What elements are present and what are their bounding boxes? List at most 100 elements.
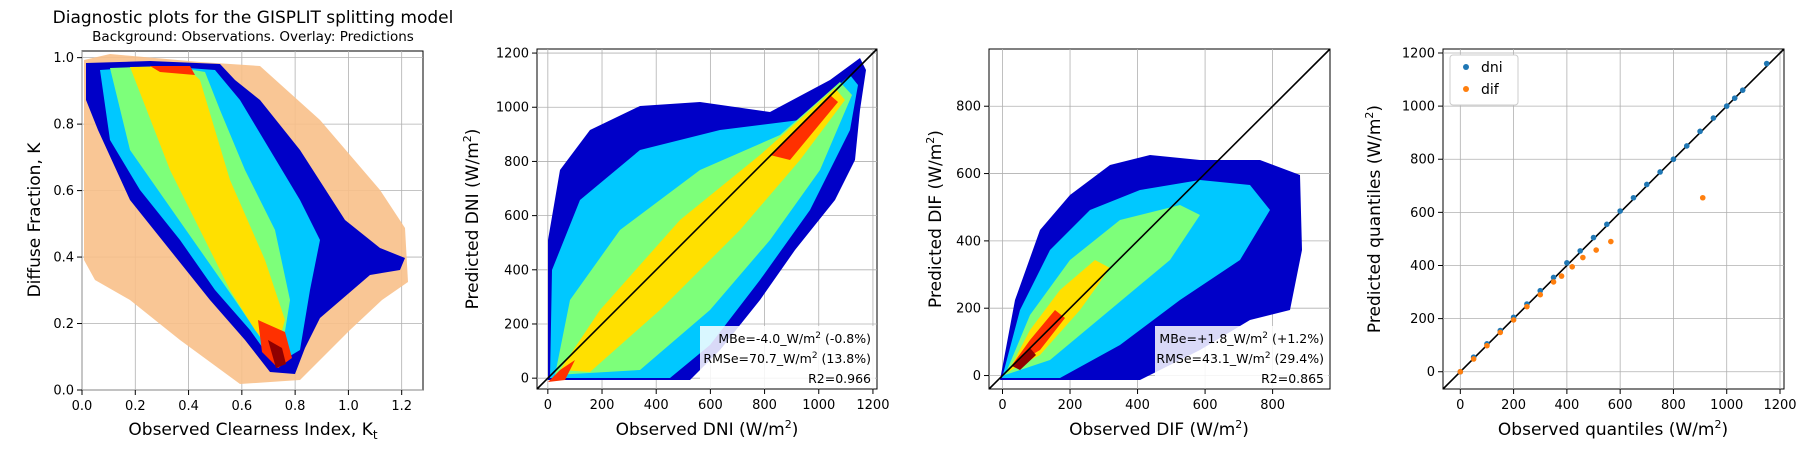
y-tick-label: 0.4: [53, 251, 74, 266]
qq-point-dni: [1731, 95, 1738, 101]
qq-point-dni: [1657, 169, 1663, 175]
rmse-stat: RMSe=70.7_W/m2 (13.8%): [703, 351, 871, 366]
y-tick-label: 0: [1427, 365, 1435, 380]
stats-box: MBe=-4.0_W/m2 (-0.8%) RMSe=70.7_W/m2 (13…: [700, 326, 875, 388]
x-axis-label: Observed DIF (W/m2): [1069, 418, 1249, 440]
identity-line: [536, 48, 878, 390]
qq-point-dni: [1710, 115, 1717, 121]
qq-point-dni: [1630, 194, 1637, 201]
y-tick-label: 600: [1410, 206, 1435, 221]
qq-point-dni: [1723, 103, 1730, 109]
qq-point-dif: [1524, 303, 1530, 310]
x-tick-label: 1200: [1763, 398, 1796, 413]
x-tick-label: 200: [1058, 398, 1083, 413]
qq-point-dif: [1497, 329, 1504, 336]
legend-marker-dif: [1463, 86, 1469, 92]
qq-point-dif: [1470, 356, 1477, 362]
x-tick-label: 1000: [802, 398, 835, 413]
chart-title: Diagnostic plots for the GISPLIT splitti…: [53, 8, 454, 28]
y-tick-label: 0: [973, 369, 981, 384]
y-axis-label: Diffuse Fraction, K: [25, 142, 45, 298]
qq-point-dni: [1604, 221, 1610, 228]
legend-label-dni: dni: [1481, 60, 1503, 76]
qq-point-dni: [1590, 234, 1597, 241]
qq-point-dif: [1550, 279, 1557, 285]
x-ticks: 0 200 400 600 800: [998, 389, 1285, 413]
y-tick-label: 1200: [496, 47, 529, 62]
x-tick-label: 400: [1554, 398, 1579, 413]
x-tick-label: 1000: [1710, 398, 1743, 413]
x-ticks: 0 200 400 600 800 1000 1200: [1456, 389, 1797, 413]
x-tick-label: 600: [698, 398, 723, 413]
x-tick-label: 600: [1193, 398, 1218, 413]
qq-point-dni: [1577, 248, 1583, 254]
mbe-stat: MBe=+1.8_W/m2 (+1.2%): [1159, 331, 1324, 346]
qq-point-dif: [1457, 368, 1464, 375]
x-tick-label: 800: [752, 398, 777, 413]
qq-point-dif: [1537, 291, 1544, 298]
y-tick-label: 400: [504, 263, 529, 278]
x-tick-label: 0: [544, 398, 552, 413]
y-ticks: 0 200 400 600 800 1000 1200: [1402, 46, 1443, 380]
x-axis-label-subscript: t: [373, 428, 378, 442]
y-tick-label: 600: [504, 209, 529, 224]
predictions-density: [86, 61, 405, 374]
qq-point-dni: [1763, 60, 1770, 67]
x-tick-label: 0.0: [72, 399, 93, 414]
dif-scatter-panel: MBe=+1.8_W/m2 (+1.2%) RMSe=43.1_W/m2 (29…: [924, 48, 1331, 440]
qq-point-dif: [1484, 342, 1490, 349]
legend-marker-dni: [1463, 64, 1469, 70]
x-tick-label: 0.4: [178, 399, 199, 414]
x-tick-label: 1.2: [391, 399, 412, 414]
dni-scatter-panel: MBe=-4.0_W/m2 (-0.8%) RMSe=70.7_W/m2 (13…: [461, 47, 889, 440]
x-ticks: 0 200 400 600 800 1000 1200: [544, 389, 889, 413]
qq-point-dni: [1550, 274, 1557, 281]
qq-point-dni: [1697, 128, 1703, 135]
y-tick-label: 1200: [1402, 46, 1435, 61]
legend-label-dif: dif: [1481, 82, 1500, 98]
y-tick-label: 200: [1410, 312, 1435, 327]
y-tick-label: 0.2: [53, 317, 74, 332]
plot-frame: [988, 48, 1331, 390]
qq-point-dif: [1558, 273, 1565, 279]
y-tick-label: 1000: [496, 101, 529, 116]
qq-panel: dni dif 0 200 400 600 800 1000 1200 0 200 400 600…: [1363, 46, 1797, 440]
y-axis-label: Predicted quantiles (W/m2): [1363, 105, 1385, 333]
x-tick-label: 1200: [856, 398, 889, 413]
y-tick-label: 800: [504, 155, 529, 170]
qq-point-dni: [1739, 87, 1746, 93]
legend: dni dif: [1449, 54, 1519, 106]
rmse-stat: RMSe=43.1_W/m2 (29.4%): [1156, 351, 1324, 366]
qq-point-dif: [1608, 238, 1614, 245]
plot-frame: [536, 48, 878, 390]
x-tick-label: 400: [644, 398, 669, 413]
r2-stat: R2=0.865: [1261, 371, 1324, 386]
x-tick-label: 200: [590, 398, 615, 413]
x-axis-label: Observed Clearness Index, Kt: [128, 420, 377, 442]
y-tick-label: 0.8: [53, 118, 74, 133]
qq-point-dif: [1593, 247, 1599, 253]
y-tick-label: 200: [504, 317, 529, 332]
y-tick-label: 0: [521, 372, 529, 387]
density-cloud: [1000, 155, 1302, 380]
y-ticks: 0.0 0.2 0.4 0.6 0.8 1.0: [53, 51, 82, 399]
y-tick-label: 200: [956, 302, 981, 317]
x-tick-label: 0.8: [285, 399, 306, 414]
x-tick-label: 800: [1260, 398, 1285, 413]
plot-frame: [1442, 48, 1785, 390]
x-ticks: 0.0 0.2 0.4 0.6 0.8 1.0 1.2: [72, 390, 412, 414]
r2-stat: R2=0.966: [808, 371, 871, 386]
chart-subtitle: Background: Observations. Overlay: Predi…: [92, 29, 414, 45]
y-axis-label: Predicted DIF (W/m2): [924, 130, 946, 308]
y-tick-label: 1000: [1402, 100, 1435, 115]
x-axis-label: Observed DNI (W/m2): [616, 418, 799, 440]
y-tick-label: 1.0: [53, 51, 74, 66]
x-tick-label: 200: [1501, 398, 1526, 413]
grid-lines: [1443, 49, 1784, 389]
qq-point-dni: [1683, 143, 1690, 149]
x-tick-label: 600: [1608, 398, 1633, 413]
qq-point-dni: [1644, 181, 1650, 188]
y-ticks: 0 200 400 600 800 1000 1200: [496, 47, 537, 387]
x-axis-label: Observed quantiles (W/m2): [1498, 418, 1728, 440]
